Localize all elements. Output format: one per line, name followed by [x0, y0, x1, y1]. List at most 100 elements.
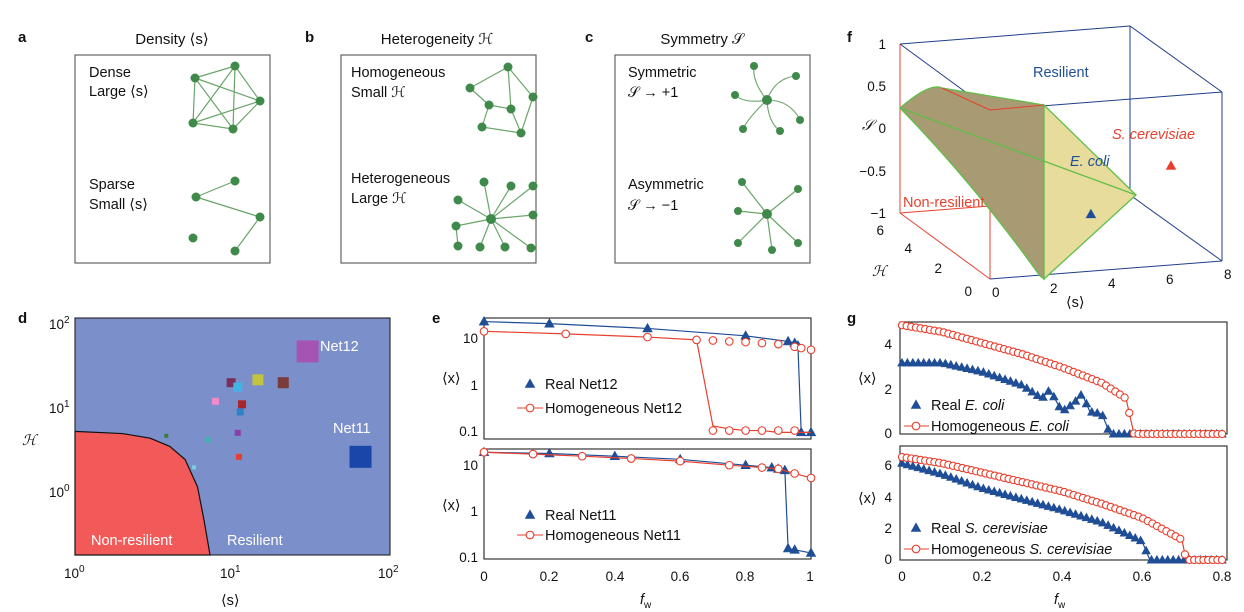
e-x-tick: 1	[806, 569, 814, 584]
panel-c-sym-line1: Symmetric	[628, 65, 696, 81]
panel-d-nonresilient-label: Non-resilient	[91, 533, 172, 549]
g-marker	[978, 483, 989, 493]
network-point-net12	[296, 340, 319, 363]
f-h-label: ℋ	[872, 264, 889, 280]
g-marker	[1097, 410, 1108, 420]
g-marker	[1059, 505, 1070, 515]
panel-g-top-yticks: 4 2 0 ⟨x⟩	[858, 337, 892, 441]
e-legend-icon	[524, 509, 536, 519]
g-legend-homog-scer: Homogeneous S. cerevisiae	[931, 542, 1112, 558]
panel-f-ecoli-label: E. coli	[1070, 154, 1110, 170]
panel-f-nonresilient-label: Non-resilient	[903, 195, 984, 211]
e-y-tick: 10	[463, 458, 478, 473]
panel-a-sparse-line1: Sparse	[89, 177, 135, 193]
e-legend-homog-net11: Homogeneous Net11	[545, 528, 681, 544]
panel-c-box	[614, 54, 811, 264]
g-legend-icon	[910, 522, 922, 532]
e-marker	[806, 473, 816, 483]
panel-g-bottom-legend: Real S. cerevisiae Homogeneous S. cerevi…	[931, 521, 1112, 558]
g-marker	[1092, 408, 1103, 417]
g-marker	[1054, 504, 1065, 513]
g-marker	[994, 487, 1005, 497]
g-marker	[962, 363, 972, 372]
panel-d-nonresilient-region	[74, 430, 211, 556]
homogeneous-network-graphic	[465, 62, 538, 138]
panel-e-top-yticks: 10 1 0.1 ⟨x⟩	[442, 331, 478, 439]
panel-d-label: d	[18, 310, 27, 327]
e-marker	[724, 426, 734, 435]
g-marker	[1016, 379, 1027, 389]
e-marker	[805, 426, 817, 437]
g-marker	[1097, 517, 1108, 527]
panel-g-top-legend: Real E. coli Homogeneous E. coli	[931, 398, 1070, 435]
e-marker	[642, 322, 653, 333]
g-marker	[1081, 512, 1092, 522]
e-x-tick: 0.2	[540, 569, 559, 584]
f-s-tick: 0	[992, 285, 1000, 300]
d-y-tick-base: 102	[49, 315, 70, 332]
e-marker	[773, 426, 783, 435]
e-marker	[806, 345, 816, 355]
e-marker	[708, 426, 718, 435]
e-legend-icon	[525, 403, 535, 413]
panel-d-frame	[74, 317, 391, 556]
g-marker	[994, 372, 1005, 382]
network-point-n3	[226, 378, 236, 388]
panel-b: b Heterogeneity ℋ Homogeneous Small ℋ He…	[305, 29, 538, 264]
panel-f-resilient-label: Resilient	[1033, 65, 1089, 81]
g-marker	[1032, 498, 1043, 507]
network-point-n9	[164, 433, 169, 438]
panel-d-net11-label: Net11	[333, 421, 371, 437]
d-x-tick: 101	[220, 564, 241, 581]
e-legend-icon	[524, 378, 536, 388]
g-x-tick: 0.8	[1213, 569, 1232, 584]
f-z-tick: 0.5	[867, 79, 886, 94]
panel-e-label: e	[432, 310, 440, 327]
panel-a-sparse-line2: Small ⟨s⟩	[89, 197, 148, 213]
g-marker	[1076, 510, 1086, 520]
g-x-tick: 0.4	[1053, 569, 1072, 584]
g-marker	[1000, 374, 1010, 383]
g-marker	[946, 472, 956, 481]
g-x-tick: 0.6	[1133, 569, 1152, 584]
g-y-tick: 2	[884, 382, 892, 397]
panel-d-resilient-label: Resilient	[227, 533, 283, 549]
f-z-tick: −1	[871, 206, 886, 221]
panel-a-dense-line1: Dense	[89, 65, 131, 81]
d-x-tick: 100	[64, 564, 85, 581]
f-s-tick: 2	[1050, 281, 1058, 296]
e-x-tick: 0.6	[671, 569, 690, 584]
g-marker	[1135, 535, 1146, 545]
g-marker	[1043, 501, 1054, 510]
network-point-n5	[238, 400, 247, 409]
g-marker	[1043, 386, 1054, 395]
e-legend-icon	[525, 530, 535, 540]
g-marker	[1011, 378, 1021, 387]
e-y-tick: 0.1	[459, 550, 478, 565]
f-s-tick: 6	[1166, 272, 1174, 287]
g-marker	[1070, 509, 1081, 518]
g-marker	[940, 358, 951, 368]
g-legend-real-ecoli: Real E. coli	[931, 398, 1005, 414]
panel-c-sym-line2: 𝒮 → +1	[628, 85, 678, 101]
resilience-surface	[899, 86, 1137, 281]
g-marker	[924, 465, 934, 475]
g-marker	[1000, 489, 1010, 498]
g-marker	[1065, 400, 1075, 410]
f-z-tick: 0	[878, 121, 886, 136]
e-x-tick: 0.8	[736, 569, 755, 584]
g-marker	[1130, 532, 1141, 542]
g-marker	[967, 364, 978, 374]
g-marker	[1081, 398, 1092, 408]
network-point-n12	[192, 465, 197, 470]
panel-f-label: f	[847, 29, 853, 46]
g-marker	[935, 357, 945, 367]
g-marker	[956, 362, 967, 371]
f-z-tick: −0.5	[859, 164, 886, 179]
g-marker	[983, 484, 994, 494]
panel-g-bottom-frame	[899, 445, 1228, 561]
g-bottom-y-label: ⟨x⟩	[858, 491, 877, 507]
panel-d-x-label: ⟨s⟩	[221, 593, 240, 609]
g-marker	[1103, 424, 1113, 433]
